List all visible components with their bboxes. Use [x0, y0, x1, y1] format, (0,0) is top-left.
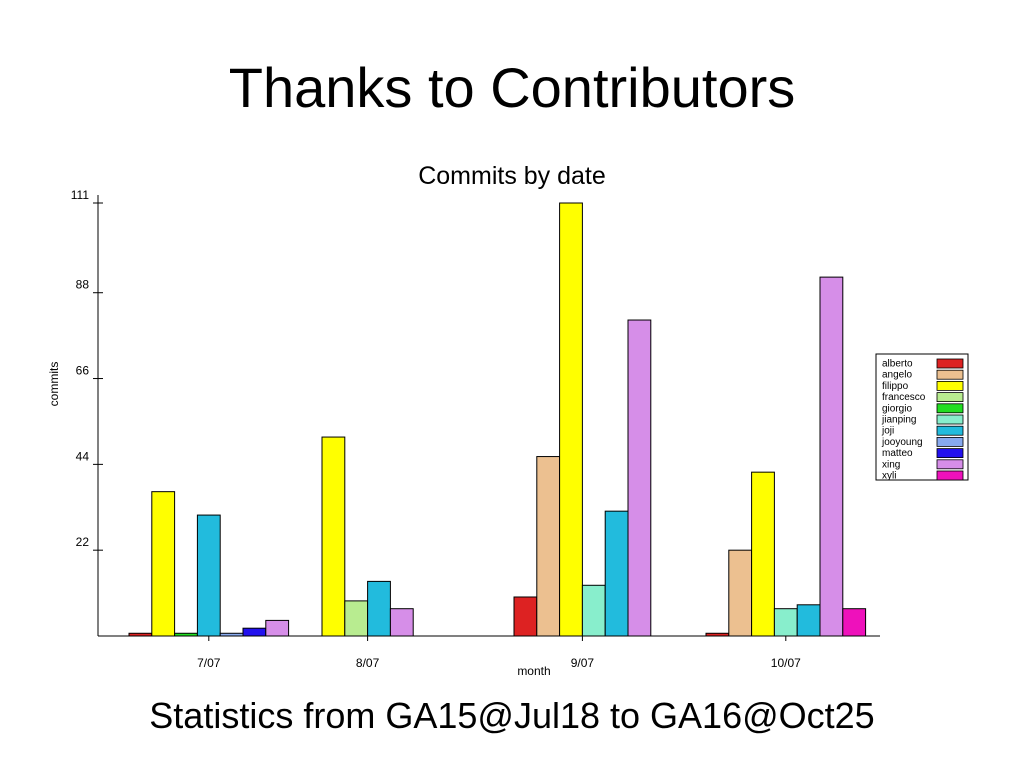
bar-francesco-8-07 — [344, 600, 369, 637]
x-tick-label: 7/07 — [197, 656, 221, 670]
legend-swatch-alberto — [936, 358, 964, 369]
legend-swatch-joji — [936, 425, 964, 436]
legend-label-filippo: filippo — [882, 381, 909, 392]
legend-label-angelo: angelo — [882, 370, 912, 381]
legend-label-xyli: xyli — [882, 471, 896, 482]
legend-swatch-giorgio — [936, 403, 964, 414]
legend-swatch-filippo — [936, 380, 964, 391]
bar-filippo-10-07 — [751, 471, 775, 637]
bar-alberto-7-07 — [128, 632, 153, 637]
bar-jianping-10-07 — [773, 608, 798, 637]
y-tick-label: 22 — [76, 535, 90, 549]
bar-alberto-10-07 — [705, 632, 730, 637]
bar-filippo-7-07 — [151, 491, 176, 637]
x-tick-label: 10/07 — [771, 656, 801, 670]
bar-angelo-10-07 — [728, 549, 753, 637]
legend-swatch-angelo — [936, 369, 964, 380]
y-axis-label: commits — [47, 362, 61, 407]
bar-filippo-8-07 — [321, 436, 346, 637]
legend-label-francesco: francesco — [882, 392, 926, 403]
legend-label-alberto: alberto — [882, 359, 913, 370]
bar-joji-8-07 — [367, 580, 391, 637]
y-tick-label: 66 — [76, 364, 90, 378]
chart-title: Commits by date — [418, 162, 606, 190]
legend-label-xing: xing — [882, 459, 900, 470]
legend-swatch-xyli — [936, 470, 964, 481]
bar-joji-10-07 — [796, 604, 821, 637]
bar-xing-8-07 — [389, 608, 414, 637]
bar-jooyoung-7-07 — [219, 632, 244, 637]
legend-swatch-matteo — [936, 448, 964, 459]
bar-filippo-9-07 — [559, 202, 583, 637]
legend-swatch-francesco — [936, 392, 964, 403]
y-tick-label: 88 — [76, 278, 90, 292]
legend-label-joji: joji — [881, 426, 894, 437]
x-ticks: 7/07 8/07 9/07 10/07 — [197, 636, 801, 670]
x-tick-label: 9/07 — [571, 656, 595, 670]
y-tick-label: 44 — [76, 449, 90, 463]
bar-xyli-10-07 — [842, 608, 867, 637]
bar-xing-7-07 — [265, 619, 290, 637]
legend-swatch-jianping — [936, 414, 964, 425]
legend-label-jianping: jianping — [881, 415, 916, 426]
legend-label-matteo: matteo — [882, 448, 913, 459]
legend-swatch-xing — [936, 459, 964, 470]
bar-jianping-9-07 — [581, 584, 606, 637]
bar-matteo-7-07 — [242, 627, 267, 637]
y-ticks: 22 44 66 88 111 — [71, 188, 103, 551]
bar-xing-9-07 — [627, 319, 652, 637]
bar-joji-7-07 — [196, 514, 221, 637]
x-tick-label: 8/07 — [356, 656, 380, 670]
slide-footer: Statistics from GA15@Jul18 to GA16@Oct25 — [149, 695, 875, 736]
bar-joji-9-07 — [604, 510, 629, 637]
bars — [128, 202, 867, 637]
legend-label-jooyoung: jooyoung — [881, 437, 923, 448]
legend-swatch-jooyoung — [936, 436, 964, 447]
x-axis-label: month — [517, 664, 550, 678]
legend: albertoangelofilippofrancescogiorgiojian… — [875, 353, 969, 482]
legend-label-giorgio: giorgio — [882, 403, 912, 414]
bar-alberto-9-07 — [513, 596, 538, 637]
slide-title: Thanks to Contributors — [228, 56, 796, 119]
bar-xing-10-07 — [819, 276, 844, 637]
bar-giorgio-7-07 — [174, 632, 198, 637]
bar-angelo-9-07 — [536, 456, 561, 637]
y-tick-label: 111 — [71, 188, 90, 202]
